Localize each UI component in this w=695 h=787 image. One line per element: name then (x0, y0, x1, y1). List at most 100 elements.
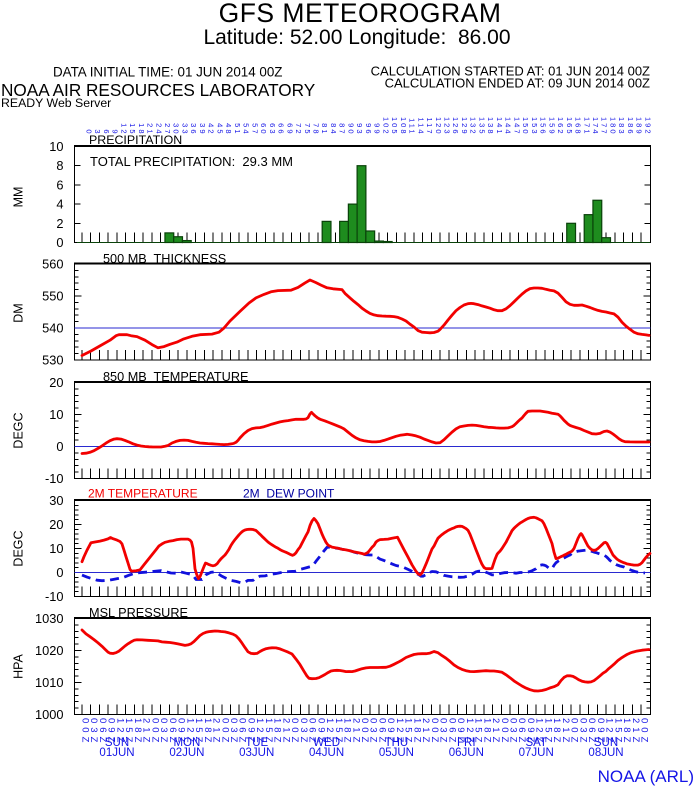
svg-text:DEGC: DEGC (12, 412, 26, 448)
svg-text:6: 6 (56, 177, 63, 192)
svg-text:87: 87 (338, 123, 347, 135)
svg-text:FRI: FRI (457, 737, 476, 749)
svg-text:18Z: 18Z (202, 718, 213, 746)
svg-text:69: 69 (285, 123, 294, 135)
svg-text:180: 180 (609, 117, 618, 136)
svg-text:105: 105 (390, 117, 399, 136)
svg-text:27: 27 (163, 123, 172, 135)
svg-text:189: 189 (635, 117, 644, 136)
svg-text:1020: 1020 (35, 643, 63, 658)
svg-text:530: 530 (42, 353, 63, 368)
svg-text:144: 144 (504, 117, 513, 136)
svg-text:02JUN: 02JUN (169, 747, 204, 759)
svg-text:108: 108 (399, 117, 408, 136)
svg-text:00Z: 00Z (639, 718, 650, 746)
svg-text:3: 3 (93, 129, 102, 135)
svg-text:114: 114 (416, 118, 425, 136)
svg-text:00Z: 00Z (429, 718, 440, 746)
svg-text:SAT: SAT (525, 737, 547, 749)
svg-text:12Z: 12Z (254, 718, 265, 746)
svg-text:12: 12 (119, 123, 128, 135)
svg-text:4: 4 (56, 197, 63, 212)
svg-text:06Z: 06Z (516, 718, 527, 746)
svg-text:10: 10 (49, 541, 63, 556)
svg-text:550: 550 (42, 289, 63, 304)
svg-text:153: 153 (530, 117, 539, 136)
svg-text:06Z: 06Z (97, 718, 108, 746)
svg-text:18: 18 (137, 123, 146, 135)
svg-text:156: 156 (539, 117, 548, 136)
svg-text:20: 20 (49, 517, 63, 532)
svg-text:21Z: 21Z (560, 718, 571, 746)
svg-text:21Z: 21Z (490, 718, 501, 746)
svg-text:177: 177 (600, 117, 609, 136)
svg-text:06Z: 06Z (307, 718, 318, 746)
svg-text:9: 9 (111, 129, 120, 135)
svg-text:57: 57 (250, 123, 259, 135)
svg-text:12Z: 12Z (604, 718, 615, 746)
svg-text:30: 30 (172, 123, 181, 135)
svg-text:66: 66 (277, 123, 286, 135)
svg-text:18Z: 18Z (132, 718, 143, 746)
svg-text:8: 8 (56, 158, 63, 173)
svg-text:09Z: 09Z (315, 718, 326, 746)
svg-text:15: 15 (128, 123, 137, 135)
svg-text:01JUN: 01JUN (99, 747, 134, 759)
svg-text:18Z: 18Z (342, 718, 353, 746)
svg-text:GFS METEOROGRAM: GFS METEOROGRAM (219, 0, 502, 28)
svg-text:21Z: 21Z (211, 718, 222, 746)
svg-text:00Z: 00Z (499, 718, 510, 746)
svg-text:03Z: 03Z (228, 718, 239, 746)
svg-text:06Z: 06Z (237, 718, 248, 746)
svg-text:09Z: 09Z (385, 718, 396, 746)
svg-text:TUE: TUE (245, 737, 268, 749)
svg-text:03Z: 03Z (88, 718, 99, 746)
svg-text:500 MB THICKNESS: 500 MB THICKNESS (103, 252, 226, 266)
svg-text:18Z: 18Z (621, 718, 632, 746)
svg-text:183: 183 (617, 117, 626, 136)
svg-text:MSL PRESSURE: MSL PRESSURE (89, 606, 188, 620)
svg-text:21Z: 21Z (630, 718, 641, 746)
svg-text:THU: THU (385, 737, 409, 749)
svg-text:33: 33 (181, 123, 190, 135)
svg-text:81: 81 (320, 123, 329, 135)
svg-text:99: 99 (373, 123, 382, 135)
svg-text:09Z: 09Z (525, 718, 536, 746)
svg-text:09Z: 09Z (455, 718, 466, 746)
svg-text:120: 120 (434, 117, 443, 136)
svg-text:21Z: 21Z (141, 718, 152, 746)
svg-text:03Z: 03Z (508, 718, 519, 746)
svg-text:18Z: 18Z (481, 718, 492, 746)
svg-text:20: 20 (49, 375, 63, 390)
svg-text:1030: 1030 (35, 611, 63, 626)
svg-text:06Z: 06Z (446, 718, 457, 746)
svg-text:78: 78 (312, 123, 321, 135)
svg-text:2M DEW POINT: 2M DEW POINT (243, 487, 335, 501)
svg-text:SUN: SUN (594, 737, 618, 749)
svg-text:12Z: 12Z (534, 718, 545, 746)
svg-text:04JUN: 04JUN (309, 747, 344, 759)
svg-text:174: 174 (591, 117, 600, 136)
svg-text:12Z: 12Z (464, 718, 475, 746)
svg-text:06Z: 06Z (586, 718, 597, 746)
svg-text:HPA: HPA (12, 653, 26, 678)
svg-text:102: 102 (381, 117, 390, 136)
svg-text:39: 39 (198, 123, 207, 135)
svg-text:READY Web Server: READY Web Server (1, 96, 111, 110)
svg-text:08JUN: 08JUN (588, 747, 623, 759)
svg-text:15Z: 15Z (263, 718, 274, 746)
svg-text:129: 129 (460, 117, 469, 136)
svg-text:18Z: 18Z (411, 718, 422, 746)
svg-text:24: 24 (154, 123, 163, 135)
svg-text:560: 560 (42, 257, 63, 272)
svg-text:06JUN: 06JUN (449, 747, 484, 759)
svg-text:MON: MON (173, 737, 200, 749)
svg-text:12Z: 12Z (324, 718, 335, 746)
svg-text:2: 2 (56, 216, 63, 231)
svg-text:15Z: 15Z (612, 718, 623, 746)
svg-text:07JUN: 07JUN (519, 747, 554, 759)
svg-text:138: 138 (486, 117, 495, 136)
svg-text:15Z: 15Z (542, 718, 553, 746)
svg-text:192: 192 (643, 117, 652, 136)
svg-text:DATA INITIAL TIME: 01 JUN 2014: DATA INITIAL TIME: 01 JUN 2014 00Z (53, 65, 282, 80)
